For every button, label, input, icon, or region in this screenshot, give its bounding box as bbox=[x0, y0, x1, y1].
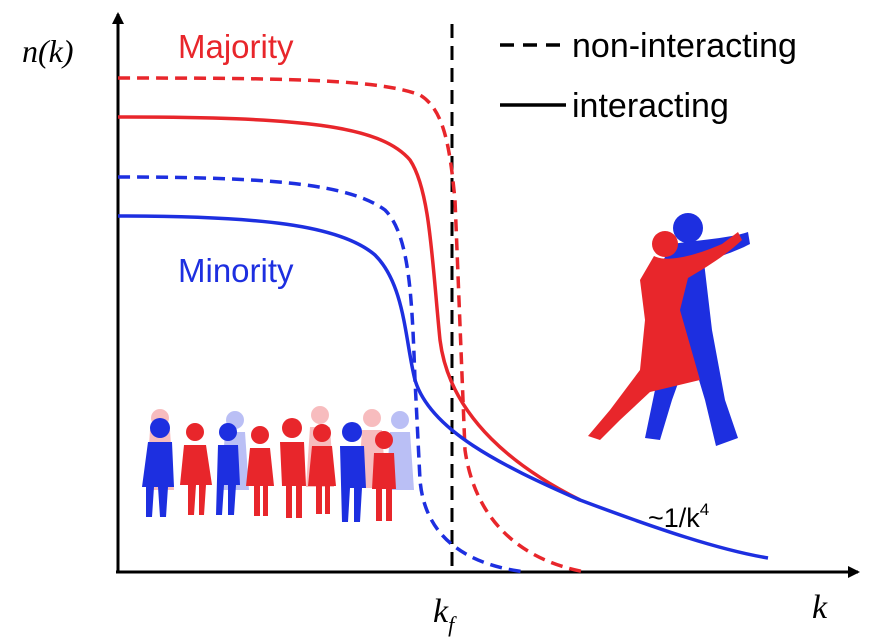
minority-label: Minority bbox=[178, 252, 294, 289]
tango-couple bbox=[588, 213, 750, 446]
tail-superscript: 4 bbox=[700, 500, 709, 519]
tail-base: ~1/k bbox=[648, 503, 700, 533]
kf-subscript: f bbox=[448, 612, 457, 637]
y-axis-label: n(k) bbox=[22, 33, 74, 69]
tail-label: ~1/k4 bbox=[648, 500, 709, 533]
legend-dashed-label: non-interacting bbox=[572, 27, 797, 65]
minority-interacting bbox=[117, 214, 769, 560]
majority-label: Majority bbox=[178, 28, 294, 65]
majority-noninteracting bbox=[117, 76, 586, 574]
crowd bbox=[142, 406, 414, 522]
majority-interacting bbox=[117, 115, 581, 502]
minority-noninteracting bbox=[117, 175, 526, 574]
legend-solid-label: interacting bbox=[572, 87, 729, 125]
x-axis-label: k bbox=[812, 589, 828, 626]
kf-base: k bbox=[433, 593, 449, 630]
kf-label: kf bbox=[433, 593, 457, 637]
